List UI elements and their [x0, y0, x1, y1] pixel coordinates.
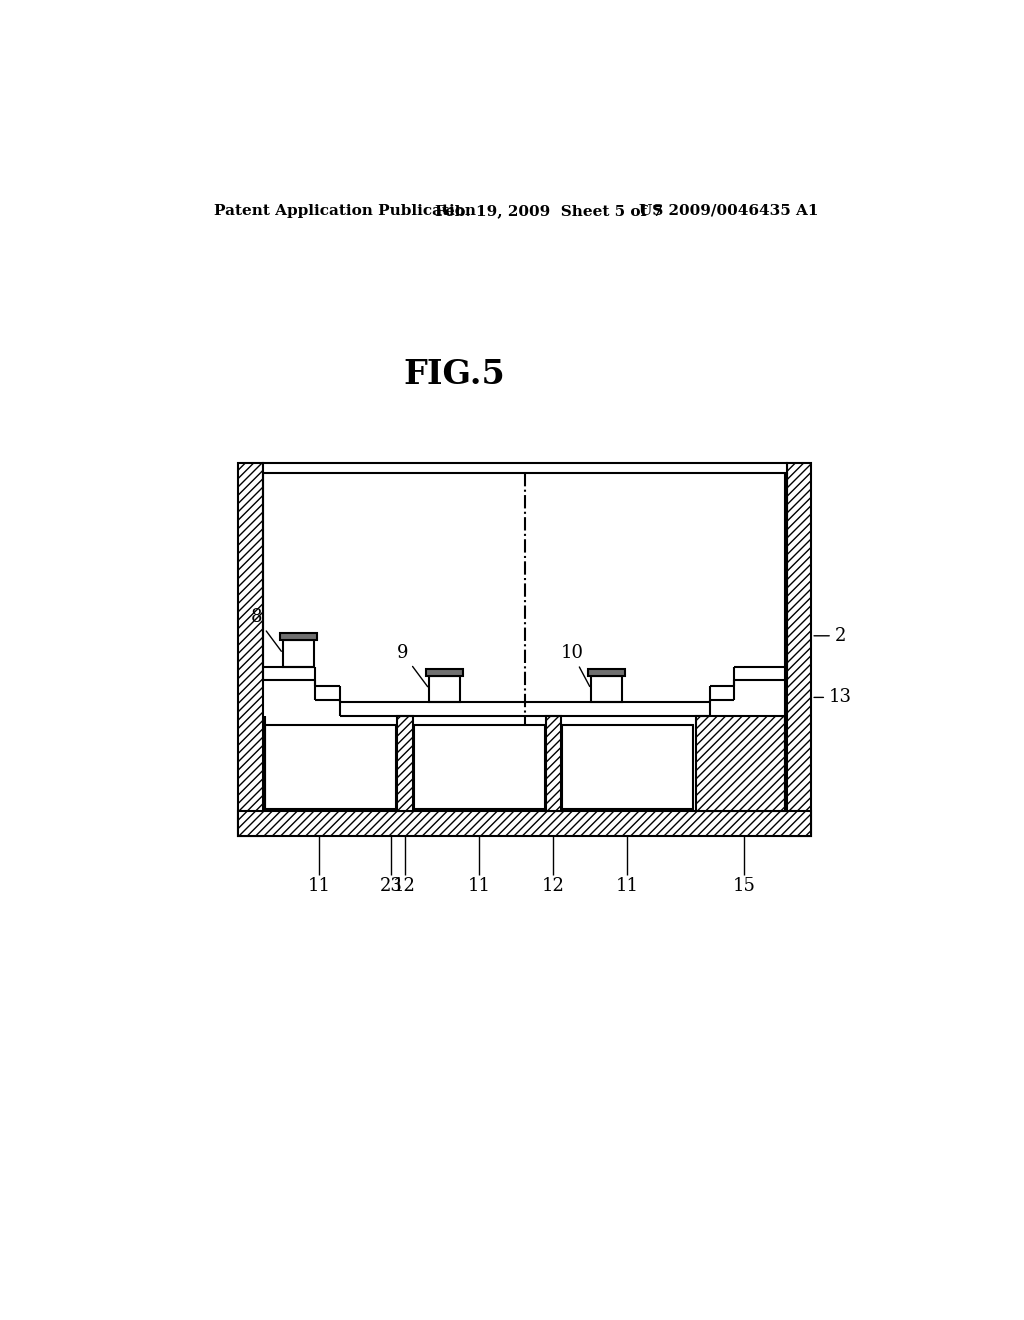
- Bar: [397, 715, 413, 810]
- Bar: [562, 725, 692, 809]
- Text: 12: 12: [393, 876, 416, 895]
- Text: US 2009/0046435 A1: US 2009/0046435 A1: [639, 203, 818, 218]
- Bar: [265, 725, 396, 809]
- Text: 2: 2: [814, 627, 846, 644]
- Text: 10: 10: [560, 644, 590, 686]
- Text: 12: 12: [542, 876, 564, 895]
- Text: 9: 9: [396, 644, 428, 686]
- Bar: [239, 462, 263, 836]
- Bar: [429, 676, 460, 702]
- Bar: [786, 462, 811, 836]
- Text: 23: 23: [379, 876, 402, 895]
- Bar: [591, 676, 622, 702]
- Text: 11: 11: [615, 876, 639, 895]
- Bar: [280, 634, 316, 640]
- Text: 11: 11: [307, 876, 331, 895]
- Text: 13: 13: [814, 689, 852, 706]
- Text: 11: 11: [468, 876, 490, 895]
- Text: 8: 8: [250, 609, 282, 651]
- Text: Patent Application Publication: Patent Application Publication: [214, 203, 476, 218]
- Text: Feb. 19, 2009  Sheet 5 of 7: Feb. 19, 2009 Sheet 5 of 7: [435, 203, 663, 218]
- Bar: [695, 715, 785, 810]
- Text: FIG.5: FIG.5: [403, 358, 505, 391]
- Bar: [239, 810, 811, 836]
- Bar: [263, 462, 786, 474]
- Bar: [283, 640, 313, 667]
- Text: 15: 15: [733, 876, 756, 895]
- Bar: [414, 725, 545, 809]
- Bar: [426, 669, 463, 676]
- Bar: [546, 715, 561, 810]
- Bar: [588, 669, 625, 676]
